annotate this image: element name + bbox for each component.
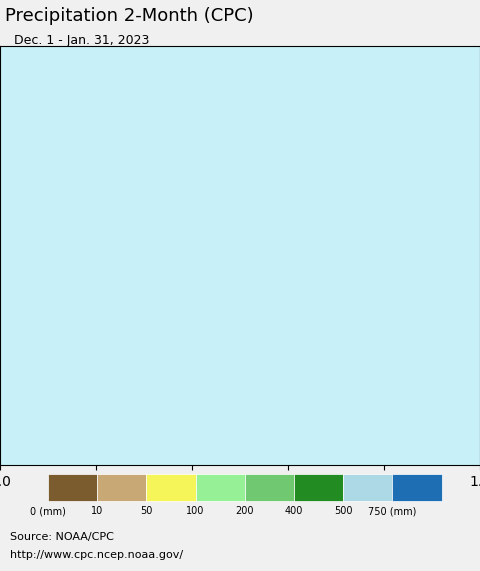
Bar [146,475,196,501]
Text: Source: NOAA/CPC: Source: NOAA/CPC [10,532,113,542]
Text: 200: 200 [236,506,254,516]
Bar [343,475,392,501]
Text: Dec. 1 - Jan. 31, 2023: Dec. 1 - Jan. 31, 2023 [14,34,150,47]
Bar [48,475,97,501]
Text: Precipitation 2-Month (CPC): Precipitation 2-Month (CPC) [5,7,253,25]
Text: 10: 10 [91,506,103,516]
Text: 750 (mm): 750 (mm) [368,506,417,516]
Text: 0 (mm): 0 (mm) [30,506,66,516]
Text: http://www.cpc.ncep.noaa.gov/: http://www.cpc.ncep.noaa.gov/ [10,550,183,561]
Bar [392,475,442,501]
Text: 400: 400 [285,506,303,516]
Text: 500: 500 [334,506,352,516]
Bar [97,475,146,501]
Text: 100: 100 [186,506,205,516]
Bar [294,475,343,501]
Bar [245,475,294,501]
Text: 50: 50 [140,506,153,516]
Bar [196,475,245,501]
